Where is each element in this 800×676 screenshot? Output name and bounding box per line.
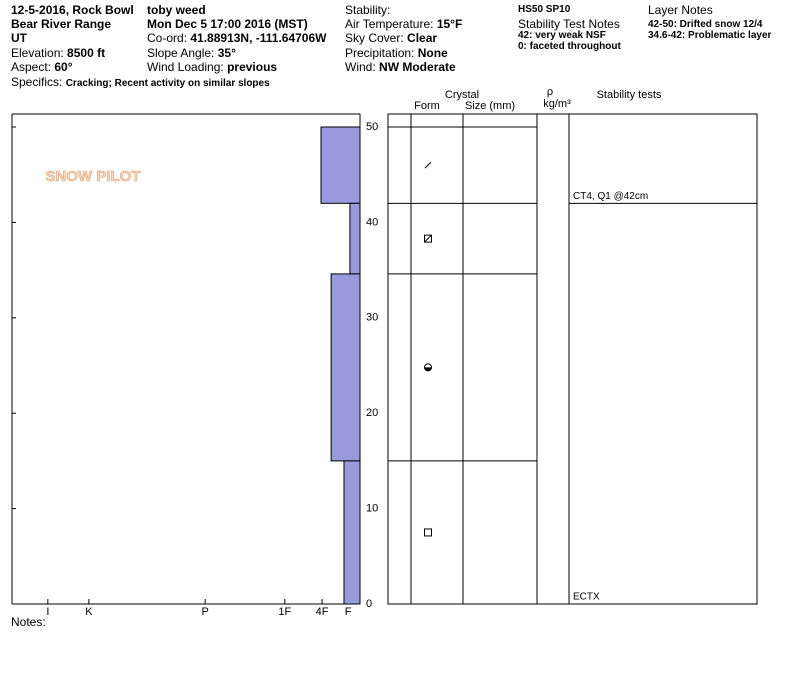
y-tick-label: 10 xyxy=(366,503,378,515)
label: Wind Loading: xyxy=(147,60,224,74)
label: Sky Cover: xyxy=(345,31,404,45)
label: Co-ord: xyxy=(147,31,188,45)
value: previous xyxy=(227,60,278,74)
x-tick-label: 1F xyxy=(278,606,291,618)
value: 8500 ft xyxy=(67,46,106,60)
layer-note: 34.6-42: Problematic layer xyxy=(648,30,772,41)
hardness-bar xyxy=(320,126,361,204)
column-header: Size (mm) xyxy=(465,100,515,112)
crystal-form xyxy=(424,161,432,169)
logo: SNOW PILOT xyxy=(46,168,141,185)
label: Specifics: xyxy=(11,75,63,89)
column-header: ρ xyxy=(547,86,553,98)
column-header: Crystal xyxy=(445,89,479,101)
value: None xyxy=(417,46,448,60)
value: Cracking; Recent activity on similar slo… xyxy=(65,78,270,89)
column-header: Form xyxy=(414,100,440,112)
x-tick-label: I xyxy=(46,606,49,618)
column-header: kg/m³ xyxy=(543,98,571,110)
date: Mon Dec 5 17:00 2016 (MST) xyxy=(147,17,308,31)
value: NW Moderate xyxy=(379,60,456,74)
crystal-form xyxy=(424,367,432,371)
test-note: 42: very weak NSF xyxy=(518,30,606,41)
hardness-bar xyxy=(349,202,361,275)
layer-notes-title: Layer Notes xyxy=(648,3,713,17)
label: Air Temperature: xyxy=(345,17,434,31)
label: Precipitation: xyxy=(345,46,415,60)
table-frame xyxy=(387,113,758,605)
column-header: Stability tests xyxy=(597,89,662,101)
layer-note: 42-50: Drifted snow 12/4 xyxy=(648,19,763,30)
crystal-form xyxy=(424,234,432,243)
state: UT xyxy=(11,31,27,45)
range: Bear River Range xyxy=(11,17,112,31)
value: 35° xyxy=(217,46,236,60)
label: Aspect: xyxy=(11,60,52,74)
test-label: CT4, Q1 @42cm xyxy=(573,191,648,202)
crystal-form xyxy=(424,528,432,537)
hardness-bar xyxy=(330,273,361,462)
hardness-bar xyxy=(343,460,361,605)
y-tick-label: 30 xyxy=(366,312,378,324)
test-notes-title: Stability Test Notes xyxy=(518,17,620,31)
place: 12-5-2016, Rock Bowl xyxy=(11,3,134,17)
x-tick-label: P xyxy=(201,606,208,618)
observer: toby weed xyxy=(147,3,206,17)
y-tick-label: 50 xyxy=(366,121,378,133)
label: Slope Angle: xyxy=(147,46,215,60)
stability: Stability: xyxy=(345,3,391,17)
hs: HS50 SP10 xyxy=(518,4,571,15)
value: Clear xyxy=(407,31,438,45)
y-tick-label: 0 xyxy=(366,598,372,610)
label: Wind: xyxy=(345,60,376,74)
crystal-form xyxy=(424,234,432,243)
y-tick-label: 20 xyxy=(366,407,378,419)
y-tick-label: 40 xyxy=(366,216,378,228)
x-tick-label: K xyxy=(85,606,93,618)
x-tick-label: F xyxy=(345,606,352,618)
test-label: ECTX xyxy=(573,592,600,603)
test-note: 0: faceted throughout xyxy=(518,41,621,52)
value: 60° xyxy=(54,60,73,74)
label: Elevation: xyxy=(11,46,64,60)
notes-label: Notes: xyxy=(11,615,46,629)
value: 41.88913N, -111.64706W xyxy=(190,31,327,45)
value: 15°F xyxy=(436,17,463,31)
x-tick-label: 4F xyxy=(316,606,329,618)
